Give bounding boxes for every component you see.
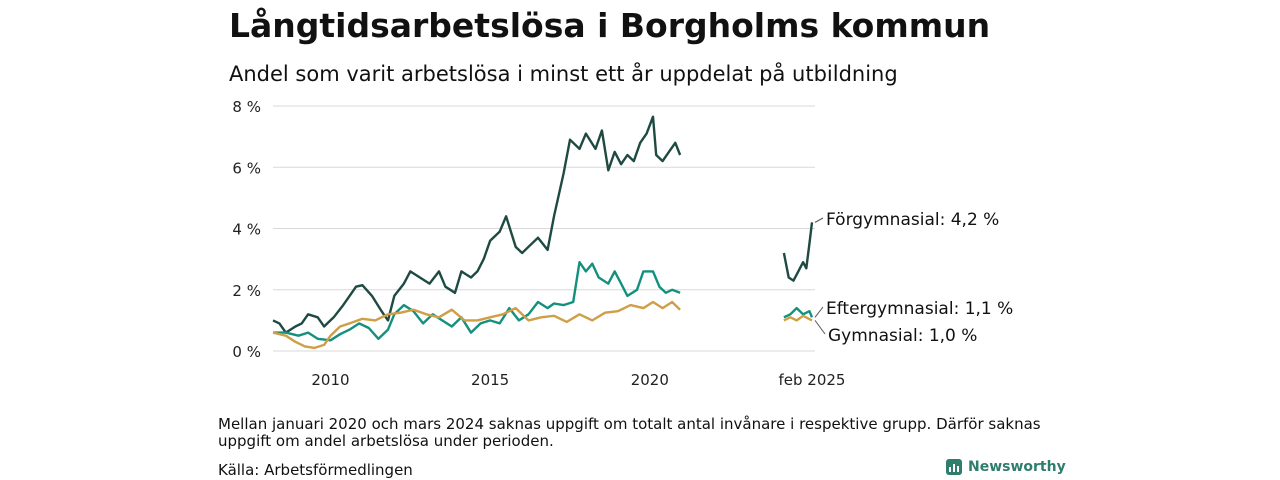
leader-line <box>814 320 826 335</box>
y-tick-label: 2 % <box>232 282 261 300</box>
leader-line <box>814 217 824 223</box>
y-tick-label: 0 % <box>232 343 261 361</box>
series-lines <box>272 115 814 350</box>
y-tick-label: 8 % <box>232 98 261 116</box>
y-tick-label: 4 % <box>232 221 261 239</box>
y-tick-label: 6 % <box>232 159 261 177</box>
series-end-labels: Förgymnasial: 4,2 % Eftergymnasial: 1,1 %… <box>814 210 1013 346</box>
gridlines <box>273 105 815 352</box>
x-tick-label: feb 2025 <box>779 371 846 389</box>
series-line-eftergymnasial <box>783 306 814 319</box>
series-line-eftergymnasial <box>273 261 681 342</box>
series-end-label: Eftergymnasial: 1,1 % <box>826 299 1013 319</box>
series-end-label: Förgymnasial: 4,2 % <box>826 210 999 230</box>
series-line-gymnasial <box>272 300 681 350</box>
brand-name: Newsworthy <box>968 459 1066 475</box>
brand-logo: Newsworthy <box>946 459 1066 475</box>
y-axis-ticks: 0 % 2 % 4 % 6 % 8 % <box>232 98 261 361</box>
footnote: Mellan januari 2020 och mars 2024 saknas… <box>218 415 1041 450</box>
chart-subtitle: Andel som varit arbetslösa i minst ett å… <box>229 62 898 86</box>
series-line-förgymnasial <box>782 222 814 282</box>
x-tick-label: 2020 <box>631 371 669 389</box>
bar-chart-icon <box>946 459 962 475</box>
chart-title: Långtidsarbetslösa i Borgholms kommun <box>229 6 991 45</box>
line-chart: 0 % 2 % 4 % 6 % 8 % 2010 2015 2020 feb 2025 För… <box>232 98 1013 389</box>
x-axis-ticks: 2010 2015 2020 feb 2025 <box>311 371 845 389</box>
series-line-förgymnasial <box>272 115 682 334</box>
leader-line <box>814 306 824 318</box>
x-tick-label: 2010 <box>311 371 349 389</box>
series-line-gymnasial <box>783 314 813 322</box>
x-tick-label: 2015 <box>471 371 509 389</box>
series-end-label: Gymnasial: 1,0 % <box>828 326 977 346</box>
source-note: Källa: Arbetsförmedlingen <box>218 461 413 479</box>
